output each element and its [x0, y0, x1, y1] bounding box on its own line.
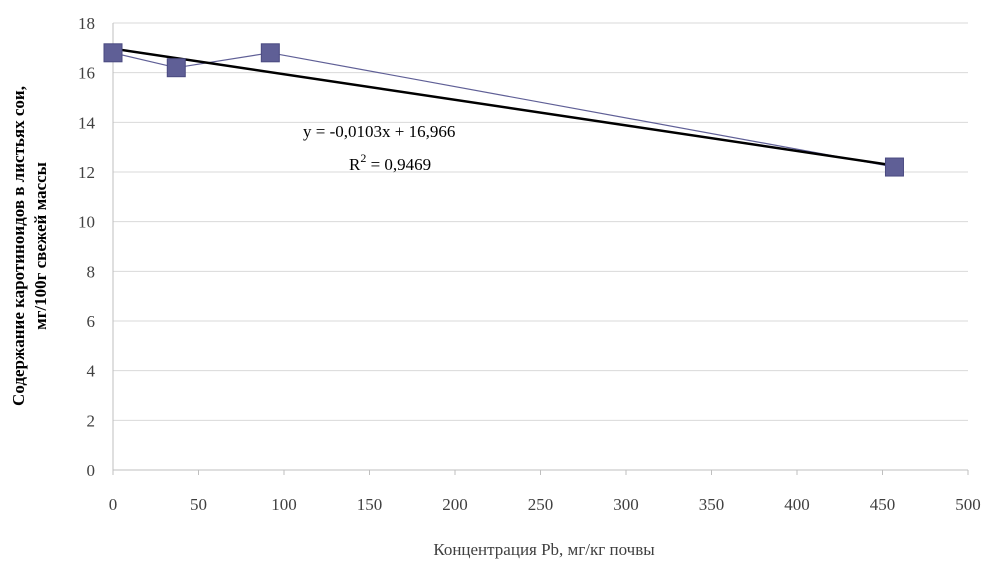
data-point: [103, 43, 123, 63]
trendline-r-squared: R2 = 0,9469: [349, 151, 431, 174]
x-tick-label: 50: [190, 495, 207, 514]
gridlines: [113, 22, 968, 421]
x-tick-label: 250: [528, 495, 554, 514]
y-tick-label: 8: [87, 262, 96, 281]
y-tick-label: 10: [78, 213, 95, 232]
r2-superscript: 2: [360, 151, 366, 165]
x-tick-label: 400: [784, 495, 810, 514]
y-tick-label: 2: [87, 411, 96, 430]
y-axis-title-line-2: мг/100г свежей массы: [31, 162, 50, 330]
axes: [112, 23, 969, 475]
x-tick-label: 0: [109, 495, 118, 514]
y-tick-label: 16: [78, 64, 95, 83]
y-tick-label: 6: [87, 312, 96, 331]
x-axis-title: Концентрация Pb, мг/кг почвы: [433, 540, 655, 559]
x-tick-label: 150: [357, 495, 383, 514]
x-tick-label: 350: [699, 495, 725, 514]
y-tick-label: 0: [87, 461, 96, 480]
trendline-equation: y = -0,0103x + 16,966: [303, 122, 455, 141]
data-point: [166, 58, 186, 78]
y-tick-label: 18: [78, 14, 95, 33]
trendline: [103, 43, 904, 177]
series-line: [112, 52, 895, 168]
y-tick-label: 14: [78, 113, 96, 132]
r2-value: = 0,9469: [366, 155, 431, 174]
x-tick-label: 500: [955, 495, 981, 514]
trendline-line: [112, 47, 895, 167]
data-series: [112, 52, 895, 168]
y-axis-title-line-1: Содержание каротиноидов в листьях сои,: [9, 86, 28, 406]
y-tick-label: 4: [87, 362, 96, 381]
x-tick-label: 200: [442, 495, 468, 514]
r2-prefix: R: [349, 155, 361, 174]
tick-labels: 0 2 4 6 8 10 12 14 16 18 0 50 100 150 200 250 300 350 400 4…: [78, 14, 981, 514]
x-tick-label: 300: [613, 495, 639, 514]
data-point: [884, 157, 904, 177]
x-tick-label: 450: [870, 495, 896, 514]
data-point: [260, 43, 280, 63]
y-tick-label: 12: [78, 163, 95, 182]
x-tick-label: 100: [271, 495, 297, 514]
